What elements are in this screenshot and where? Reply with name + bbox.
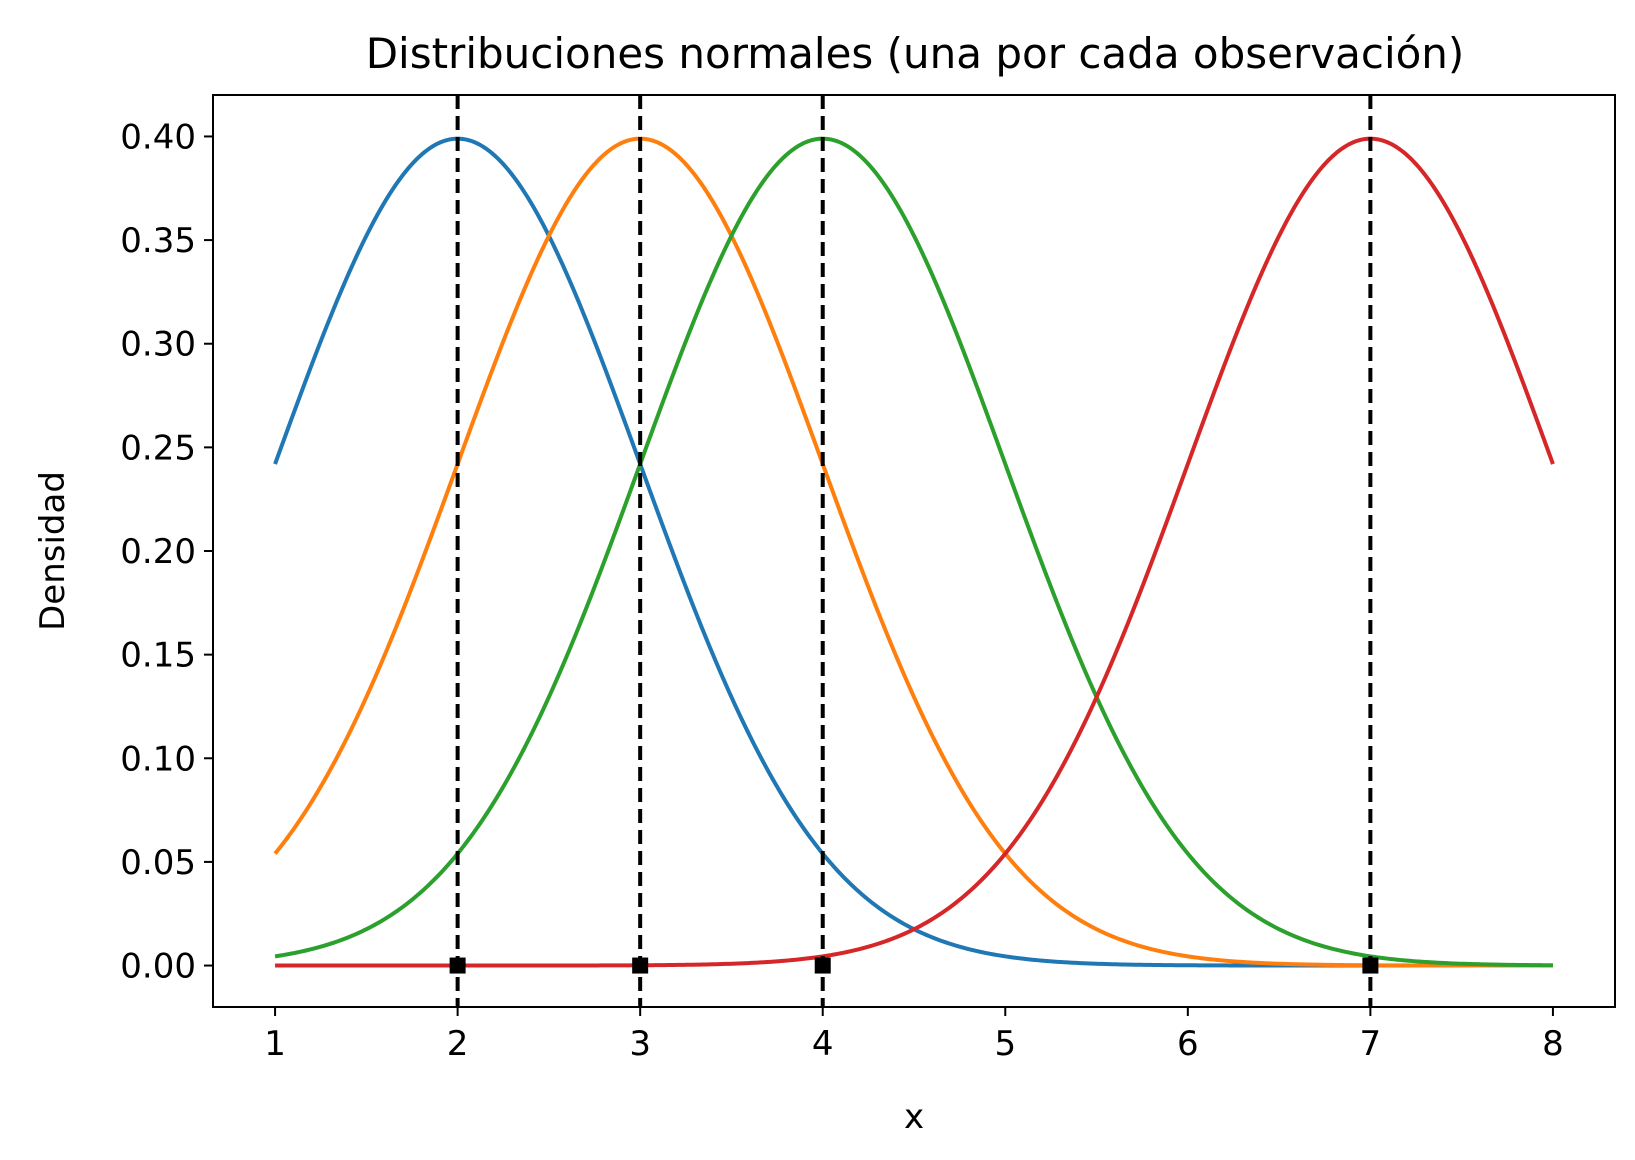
y-axis-label: Densidad <box>33 471 73 631</box>
x-tick-label: 2 <box>447 1024 469 1064</box>
x-tick-label: 6 <box>1177 1024 1199 1064</box>
chart-title: Distribuciones normales (una por cada ob… <box>366 29 1465 78</box>
density-curve-3 <box>274 136 1553 968</box>
x-axis: 1 2 3 4 5 6 7 8 <box>264 1007 1564 1064</box>
observation-marker-1 <box>449 957 466 974</box>
y-tick-label: 0.20 <box>120 532 196 572</box>
y-tick-label: 0.10 <box>120 739 196 779</box>
plot-area <box>273 95 1555 1007</box>
y-tick-label: 0.35 <box>120 221 196 261</box>
x-tick-label: 3 <box>629 1024 651 1064</box>
x-axis-label: x <box>904 1097 924 1137</box>
x-tick-label: 1 <box>264 1024 286 1064</box>
observation-marker-2 <box>632 957 649 974</box>
y-tick-label: 0.05 <box>120 843 196 883</box>
x-tick-label: 5 <box>994 1024 1016 1064</box>
x-tick-label: 8 <box>1542 1024 1564 1064</box>
y-tick-label: 0.25 <box>120 428 196 468</box>
y-tick-label: 0.30 <box>120 325 196 365</box>
density-curve-4 <box>275 136 1555 968</box>
x-tick-label: 4 <box>812 1024 834 1064</box>
y-tick-label: 0.15 <box>120 636 196 676</box>
observation-marker-4 <box>1362 957 1379 974</box>
x-tick-label: 7 <box>1360 1024 1382 1064</box>
y-axis: 0.00 0.05 0.10 0.15 0.20 0.25 0.30 0.35 0.40 <box>120 117 213 987</box>
y-tick-label: 0.40 <box>120 117 196 157</box>
observation-marker-3 <box>814 957 831 974</box>
density-curve-2 <box>273 136 1553 968</box>
y-tick-label: 0.00 <box>120 947 196 987</box>
